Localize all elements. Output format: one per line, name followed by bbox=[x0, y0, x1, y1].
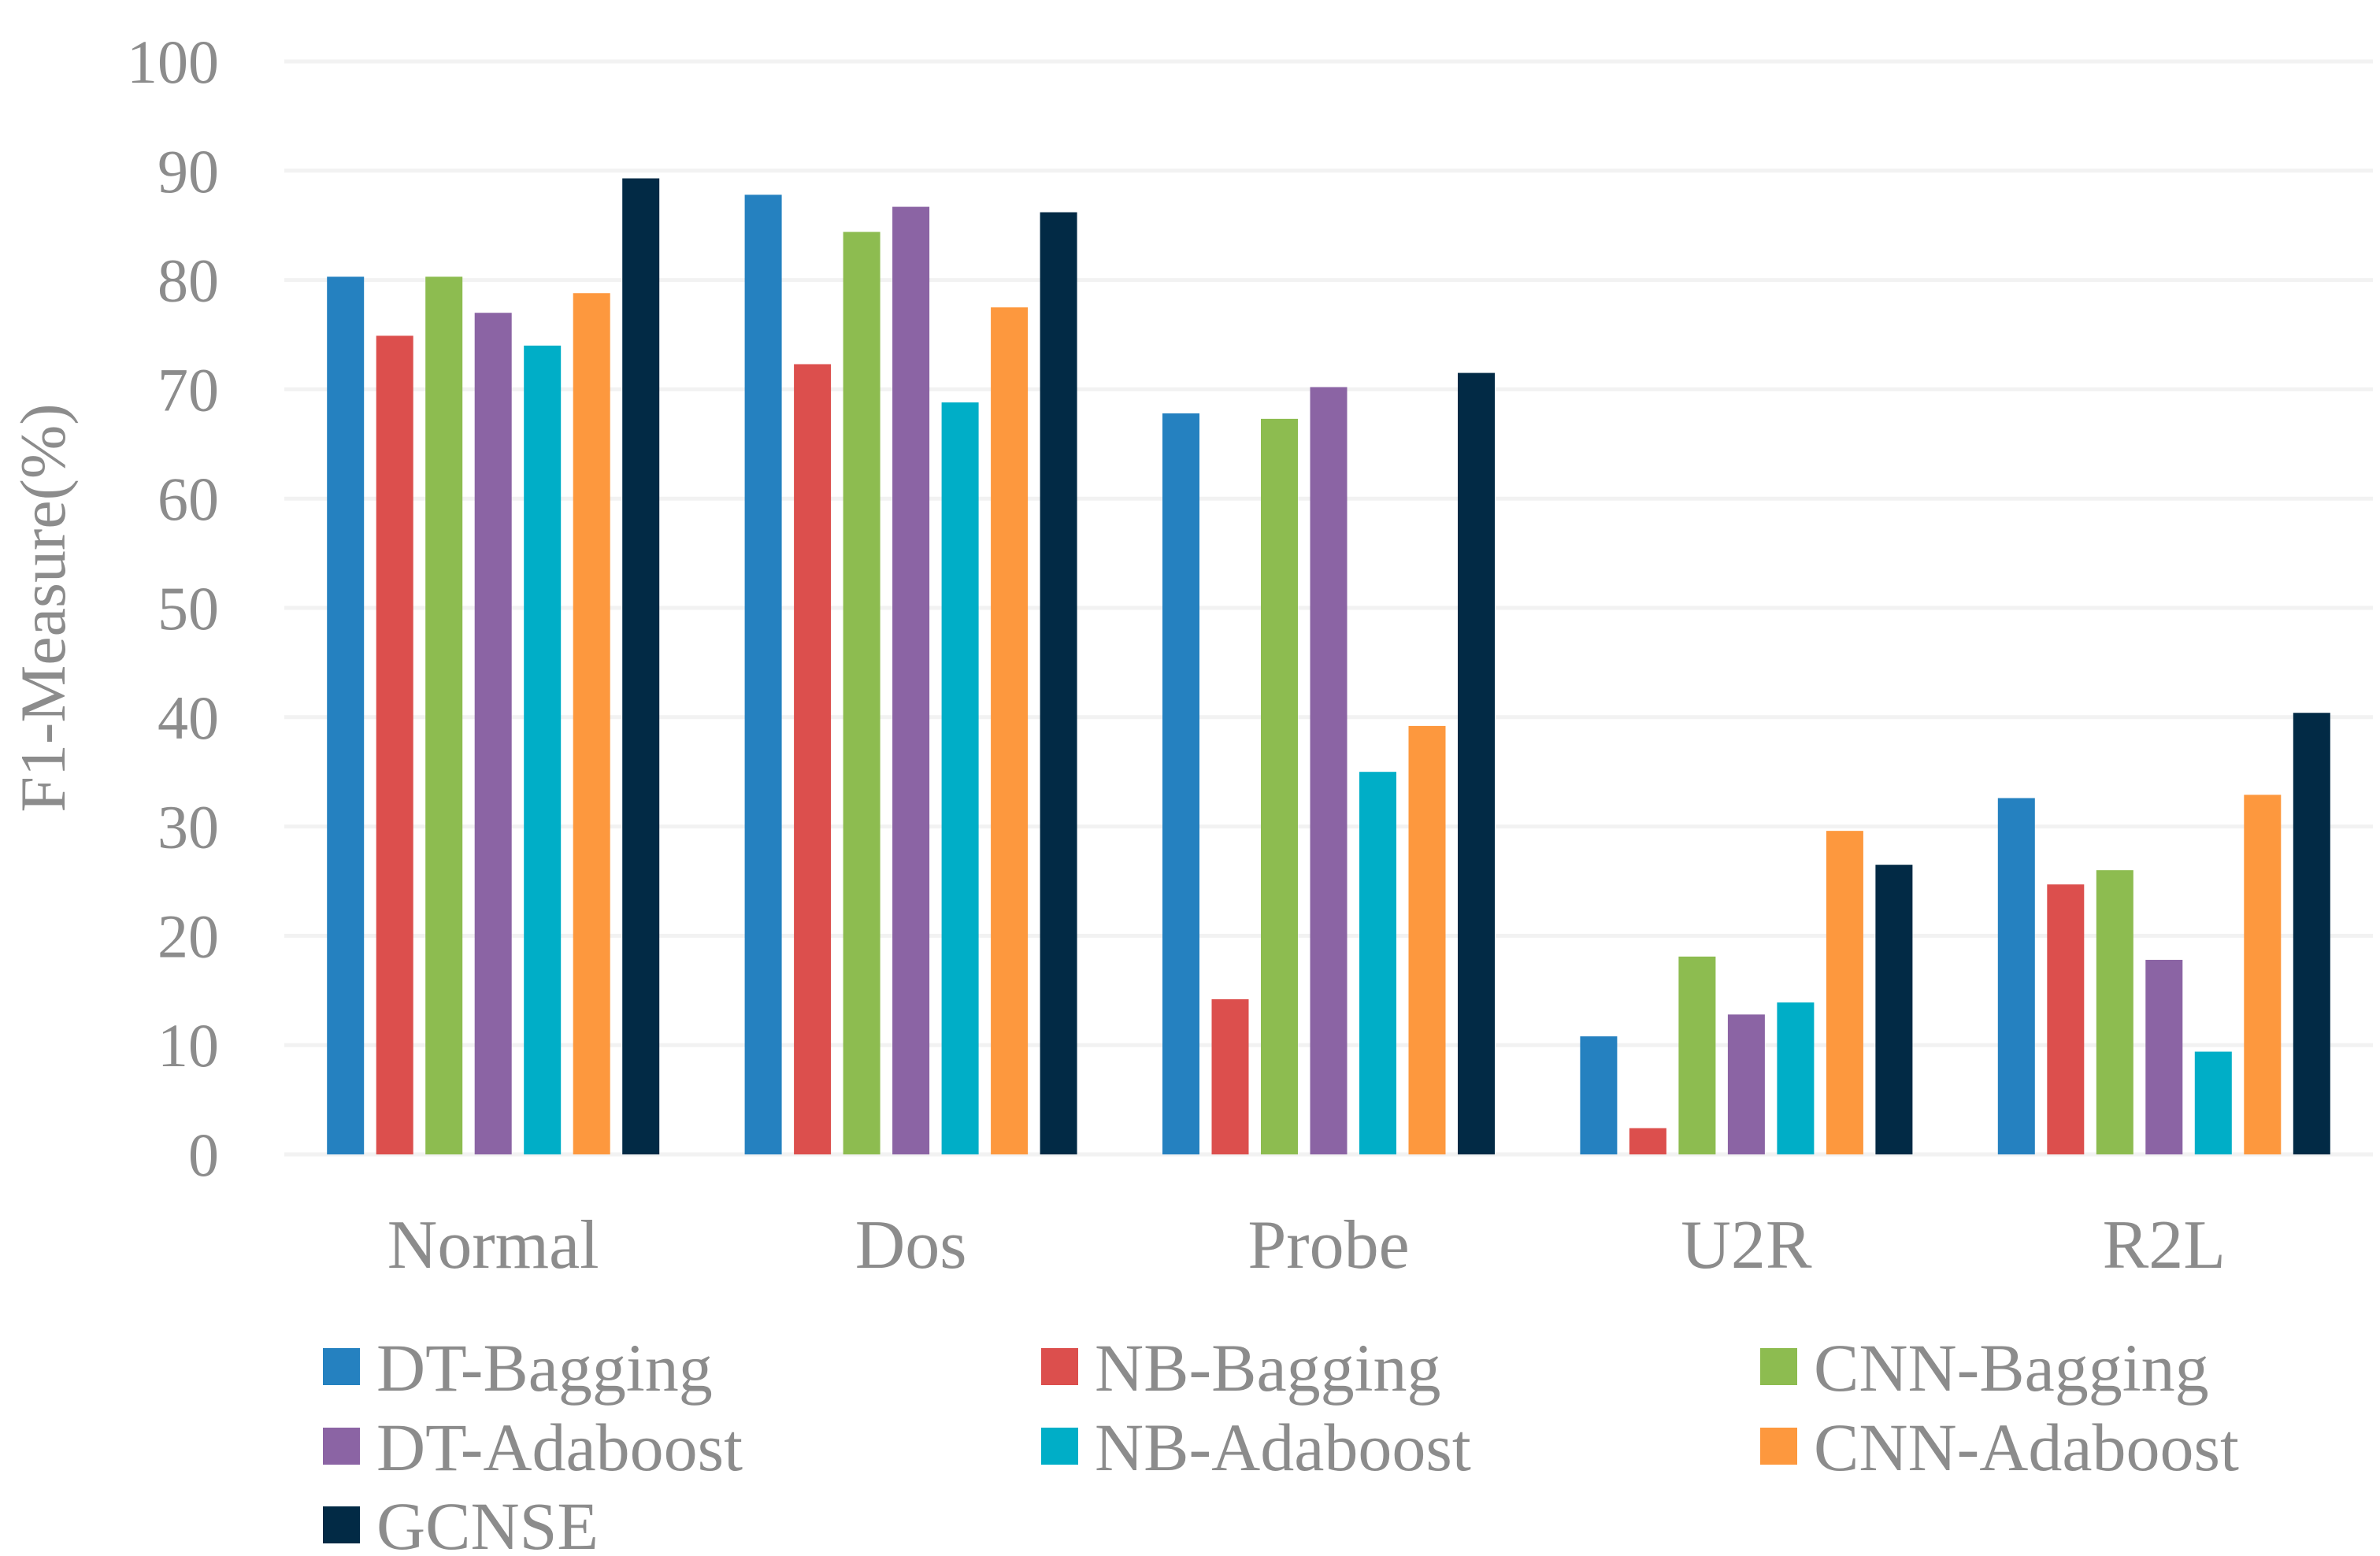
x-tick-label: Dos bbox=[855, 1207, 967, 1284]
legend-item: NB-Adaboost bbox=[1041, 1410, 1471, 1485]
legend-swatch bbox=[1760, 1428, 1797, 1465]
y-tick-label: 0 bbox=[188, 1121, 219, 1189]
legend-swatch bbox=[1760, 1348, 1797, 1385]
x-tick-label: Normal bbox=[387, 1207, 599, 1284]
bar-dt-adaboost-probe bbox=[1310, 387, 1348, 1154]
bars bbox=[327, 178, 2330, 1155]
bar-nb-bagging-normal bbox=[376, 335, 413, 1155]
bar-cnn-adaboost-u2r bbox=[1826, 831, 1863, 1154]
bar-nb-bagging-probe bbox=[1211, 998, 1249, 1154]
bar-dt-adaboost-normal bbox=[474, 313, 512, 1154]
legend-label: NB-Bagging bbox=[1095, 1330, 1441, 1406]
bar-nb-adaboost-u2r bbox=[1777, 1002, 1815, 1154]
x-tick-label: R2L bbox=[2103, 1207, 2226, 1284]
legend-label: CNN-Bagging bbox=[1814, 1330, 2209, 1406]
y-tick-labels: 0 10 20 30 40 50 60 70 80 90 100 bbox=[127, 28, 219, 1189]
legend-label: DT-Adaboost bbox=[376, 1410, 743, 1485]
y-tick-label: 10 bbox=[158, 1011, 219, 1080]
bar-cnn-bagging-normal bbox=[425, 276, 463, 1154]
bar-dt-bagging-normal bbox=[327, 276, 365, 1154]
legend: DT-Bagging NB-Bagging CNN-Bagging DT-Adaboo… bbox=[323, 1330, 2239, 1556]
bar-nb-bagging-u2r bbox=[1629, 1128, 1666, 1154]
bar-cnn-adaboost-dos bbox=[991, 307, 1029, 1154]
x-tick-label: U2R bbox=[1681, 1207, 1812, 1284]
bar-dt-adaboost-r2l bbox=[2145, 959, 2183, 1154]
legend-swatch bbox=[323, 1506, 360, 1543]
legend-item: CNN-Bagging bbox=[1760, 1330, 2209, 1406]
bar-nb-bagging-dos bbox=[794, 364, 832, 1154]
legend-swatch bbox=[1041, 1428, 1078, 1465]
y-tick-label: 70 bbox=[158, 355, 219, 424]
bar-nb-adaboost-normal bbox=[524, 345, 562, 1154]
legend-label: GCNSE bbox=[376, 1488, 599, 1552]
y-tick-label: 30 bbox=[158, 793, 219, 861]
y-tick-label: 40 bbox=[158, 684, 219, 752]
y-tick-label: 80 bbox=[158, 246, 219, 315]
bar-cnn-bagging-u2r bbox=[1678, 956, 1716, 1154]
y-axis-label: F1-Measure(%) bbox=[7, 403, 79, 812]
legend-item: CNN-Adaboost bbox=[1760, 1410, 2239, 1485]
bar-nb-bagging-r2l bbox=[2047, 884, 2085, 1154]
bar-gcnse-normal bbox=[622, 178, 660, 1155]
bar-cnn-adaboost-normal bbox=[573, 293, 610, 1155]
legend-swatch bbox=[1041, 1348, 1078, 1385]
bar-cnn-adaboost-probe bbox=[1408, 725, 1446, 1154]
x-tick-labels: Normal Dos Probe U2R R2L bbox=[387, 1207, 2226, 1284]
bar-cnn-adaboost-r2l bbox=[2244, 795, 2282, 1154]
legend-label: DT-Bagging bbox=[376, 1330, 713, 1406]
y-tick-label: 60 bbox=[158, 465, 219, 533]
bar-cnn-bagging-probe bbox=[1261, 418, 1298, 1154]
bar-nb-adaboost-r2l bbox=[2194, 1051, 2232, 1154]
bar-dt-bagging-u2r bbox=[1580, 1036, 1618, 1154]
bar-dt-adaboost-u2r bbox=[1727, 1014, 1765, 1154]
bar-cnn-bagging-r2l bbox=[2096, 870, 2133, 1154]
bar-dt-bagging-dos bbox=[744, 194, 782, 1155]
legend-item: DT-Adaboost bbox=[323, 1410, 743, 1485]
bar-nb-adaboost-probe bbox=[1359, 772, 1396, 1154]
bar-gcnse-r2l bbox=[2293, 713, 2330, 1154]
bar-dt-adaboost-dos bbox=[892, 206, 930, 1154]
legend-item: GCNSE bbox=[323, 1488, 599, 1556]
legend-item: DT-Bagging bbox=[323, 1330, 713, 1406]
y-tick-label: 90 bbox=[158, 137, 219, 206]
legend-label: CNN-Adaboost bbox=[1814, 1410, 2239, 1485]
bar-gcnse-probe bbox=[1458, 372, 1495, 1155]
x-tick-label: Probe bbox=[1247, 1207, 1409, 1284]
bar-dt-bagging-probe bbox=[1162, 413, 1199, 1154]
bar-cnn-bagging-dos bbox=[843, 232, 880, 1154]
legend-label: NB-Adaboost bbox=[1095, 1410, 1471, 1485]
y-tick-label: 20 bbox=[158, 902, 219, 970]
y-tick-label: 50 bbox=[158, 574, 219, 643]
y-tick-label: 100 bbox=[127, 28, 219, 96]
bar-gcnse-u2r bbox=[1875, 865, 1913, 1154]
legend-swatch bbox=[323, 1348, 360, 1385]
bar-dt-bagging-r2l bbox=[1997, 798, 2035, 1154]
legend-swatch bbox=[323, 1428, 360, 1465]
bar-nb-adaboost-dos bbox=[941, 402, 979, 1154]
bar-gcnse-dos bbox=[1040, 212, 1077, 1155]
legend-item: NB-Bagging bbox=[1041, 1330, 1441, 1406]
